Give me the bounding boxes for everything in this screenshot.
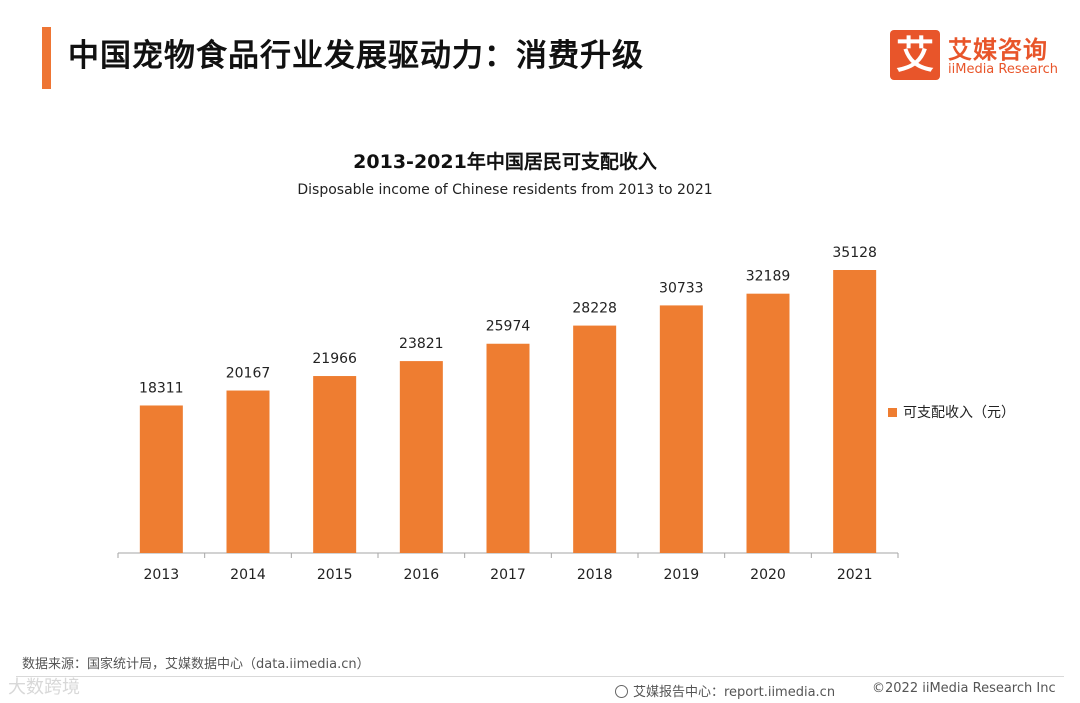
logo-chinese-name: 艾媒咨询 [948, 36, 1048, 64]
data-label: 20167 [226, 366, 271, 382]
x-tick-label: 2014 [230, 567, 266, 583]
chart-title: 2013-2021年中国居民可支配收入 [353, 151, 657, 173]
logo-english-name: iiMedia Research [948, 62, 1059, 77]
x-tick-label: 2019 [664, 567, 700, 583]
bar [746, 293, 790, 553]
legend-swatch [888, 407, 897, 417]
chart-subtitle: Disposable income of Chinese residents f… [297, 182, 713, 198]
footer-divider [16, 676, 1064, 677]
data-label: 35128 [832, 245, 877, 261]
bar [833, 270, 877, 553]
bar [573, 325, 617, 553]
x-tick-label: 2015 [317, 567, 353, 583]
x-tick-label: 2016 [404, 567, 440, 583]
legend-label: 可支配收入（元） [903, 405, 1015, 421]
bar [226, 390, 270, 553]
footer-report-text: 艾媒报告中心：report.iimedia.cn [633, 685, 836, 700]
logo-mark-icon: 艾 [890, 30, 940, 80]
data-label: 23821 [399, 336, 444, 352]
x-tick-label: 2020 [750, 567, 786, 583]
bar [139, 405, 183, 553]
data-source-note: 数据来源：国家统计局，艾媒数据中心（data.iimedia.cn） [22, 657, 370, 672]
data-label: 28228 [572, 301, 617, 317]
globe-icon [615, 685, 628, 698]
data-label: 30733 [659, 280, 704, 296]
x-tick-label: 2018 [577, 567, 613, 583]
x-tick-label: 2013 [144, 567, 180, 583]
brand-logo: 艾 艾媒咨询 iiMedia Research [888, 30, 1068, 84]
data-label: 18311 [139, 380, 184, 396]
footer-copyright: ©2022 iiMedia Research Inc [872, 681, 1056, 696]
page-title: 中国宠物食品行业发展驱动力：消费升级 [68, 38, 644, 74]
bar [659, 305, 703, 553]
footer-report-center: 艾媒报告中心：report.iimedia.cn [615, 681, 835, 700]
bar [313, 376, 357, 553]
bar [486, 343, 530, 553]
watermark: 大数跨境 [8, 677, 80, 698]
x-tick-label: 2021 [837, 567, 873, 583]
x-tick-label: 2017 [490, 567, 526, 583]
bar [399, 361, 443, 553]
chart-legend: 可支配收入（元） [888, 402, 1015, 422]
data-label: 32189 [746, 269, 791, 285]
data-label: 25974 [486, 319, 531, 335]
title-accent-bar [42, 27, 51, 89]
data-label: 21966 [312, 351, 357, 367]
